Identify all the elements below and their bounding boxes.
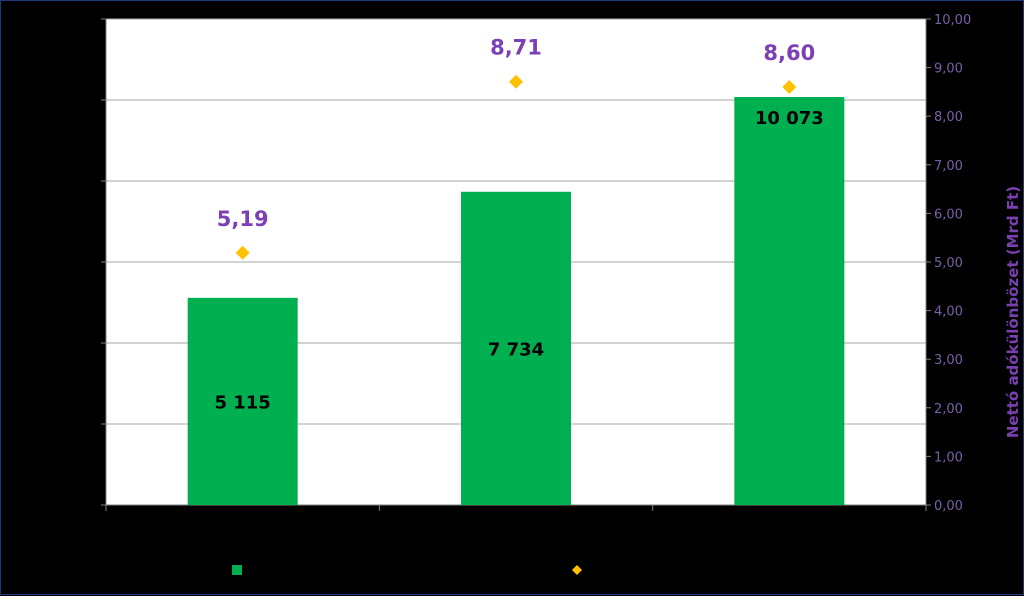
legend-swatch-diamond: [572, 565, 582, 575]
diamond-point: [782, 80, 797, 95]
legend-swatch-bar: [232, 565, 242, 575]
right-tick-label: 6,00: [934, 207, 963, 222]
right-axis-ticks: 0,00 1,00 2,00 3,00 4,00 5,00 6,00 7,00 8,00 9,00…: [926, 13, 971, 514]
point-data-label: 8,71: [490, 36, 542, 60]
right-tick-label: 4,00: [934, 305, 963, 320]
right-tick-label: 0,00: [934, 499, 963, 514]
bar-data-label: 10 073: [755, 108, 824, 129]
right-tick-label: 2,00: [934, 402, 963, 417]
right-tick-label: 9,00: [934, 62, 963, 77]
bar-data-label: 7 734: [488, 339, 544, 360]
diamond-point: [235, 245, 250, 260]
right-tick-label: 8,00: [934, 110, 963, 125]
point-data-label: 8,60: [763, 41, 815, 65]
legend: [232, 565, 582, 575]
right-tick-label: 10,00: [934, 13, 971, 28]
diamond-point: [509, 74, 523, 89]
point-data-label: 5,19: [217, 207, 269, 231]
right-tick-label: 7,00: [934, 159, 963, 174]
bar-data-label: 5 115: [214, 392, 270, 413]
right-tick-label: 5,00: [934, 256, 963, 271]
right-tick-label: 1,00: [934, 450, 963, 465]
right-tick-label: 3,00: [934, 353, 963, 368]
bar-series: 5 115 7 734 10 073: [187, 97, 845, 505]
right-axis-title: Nettó adókülönbözet (Mrd Ft): [1004, 186, 1022, 438]
bar: [187, 297, 298, 505]
bar: [734, 97, 845, 505]
bar: [461, 191, 571, 505]
diamond-series: 5,19 8,71 8,60: [217, 36, 815, 260]
